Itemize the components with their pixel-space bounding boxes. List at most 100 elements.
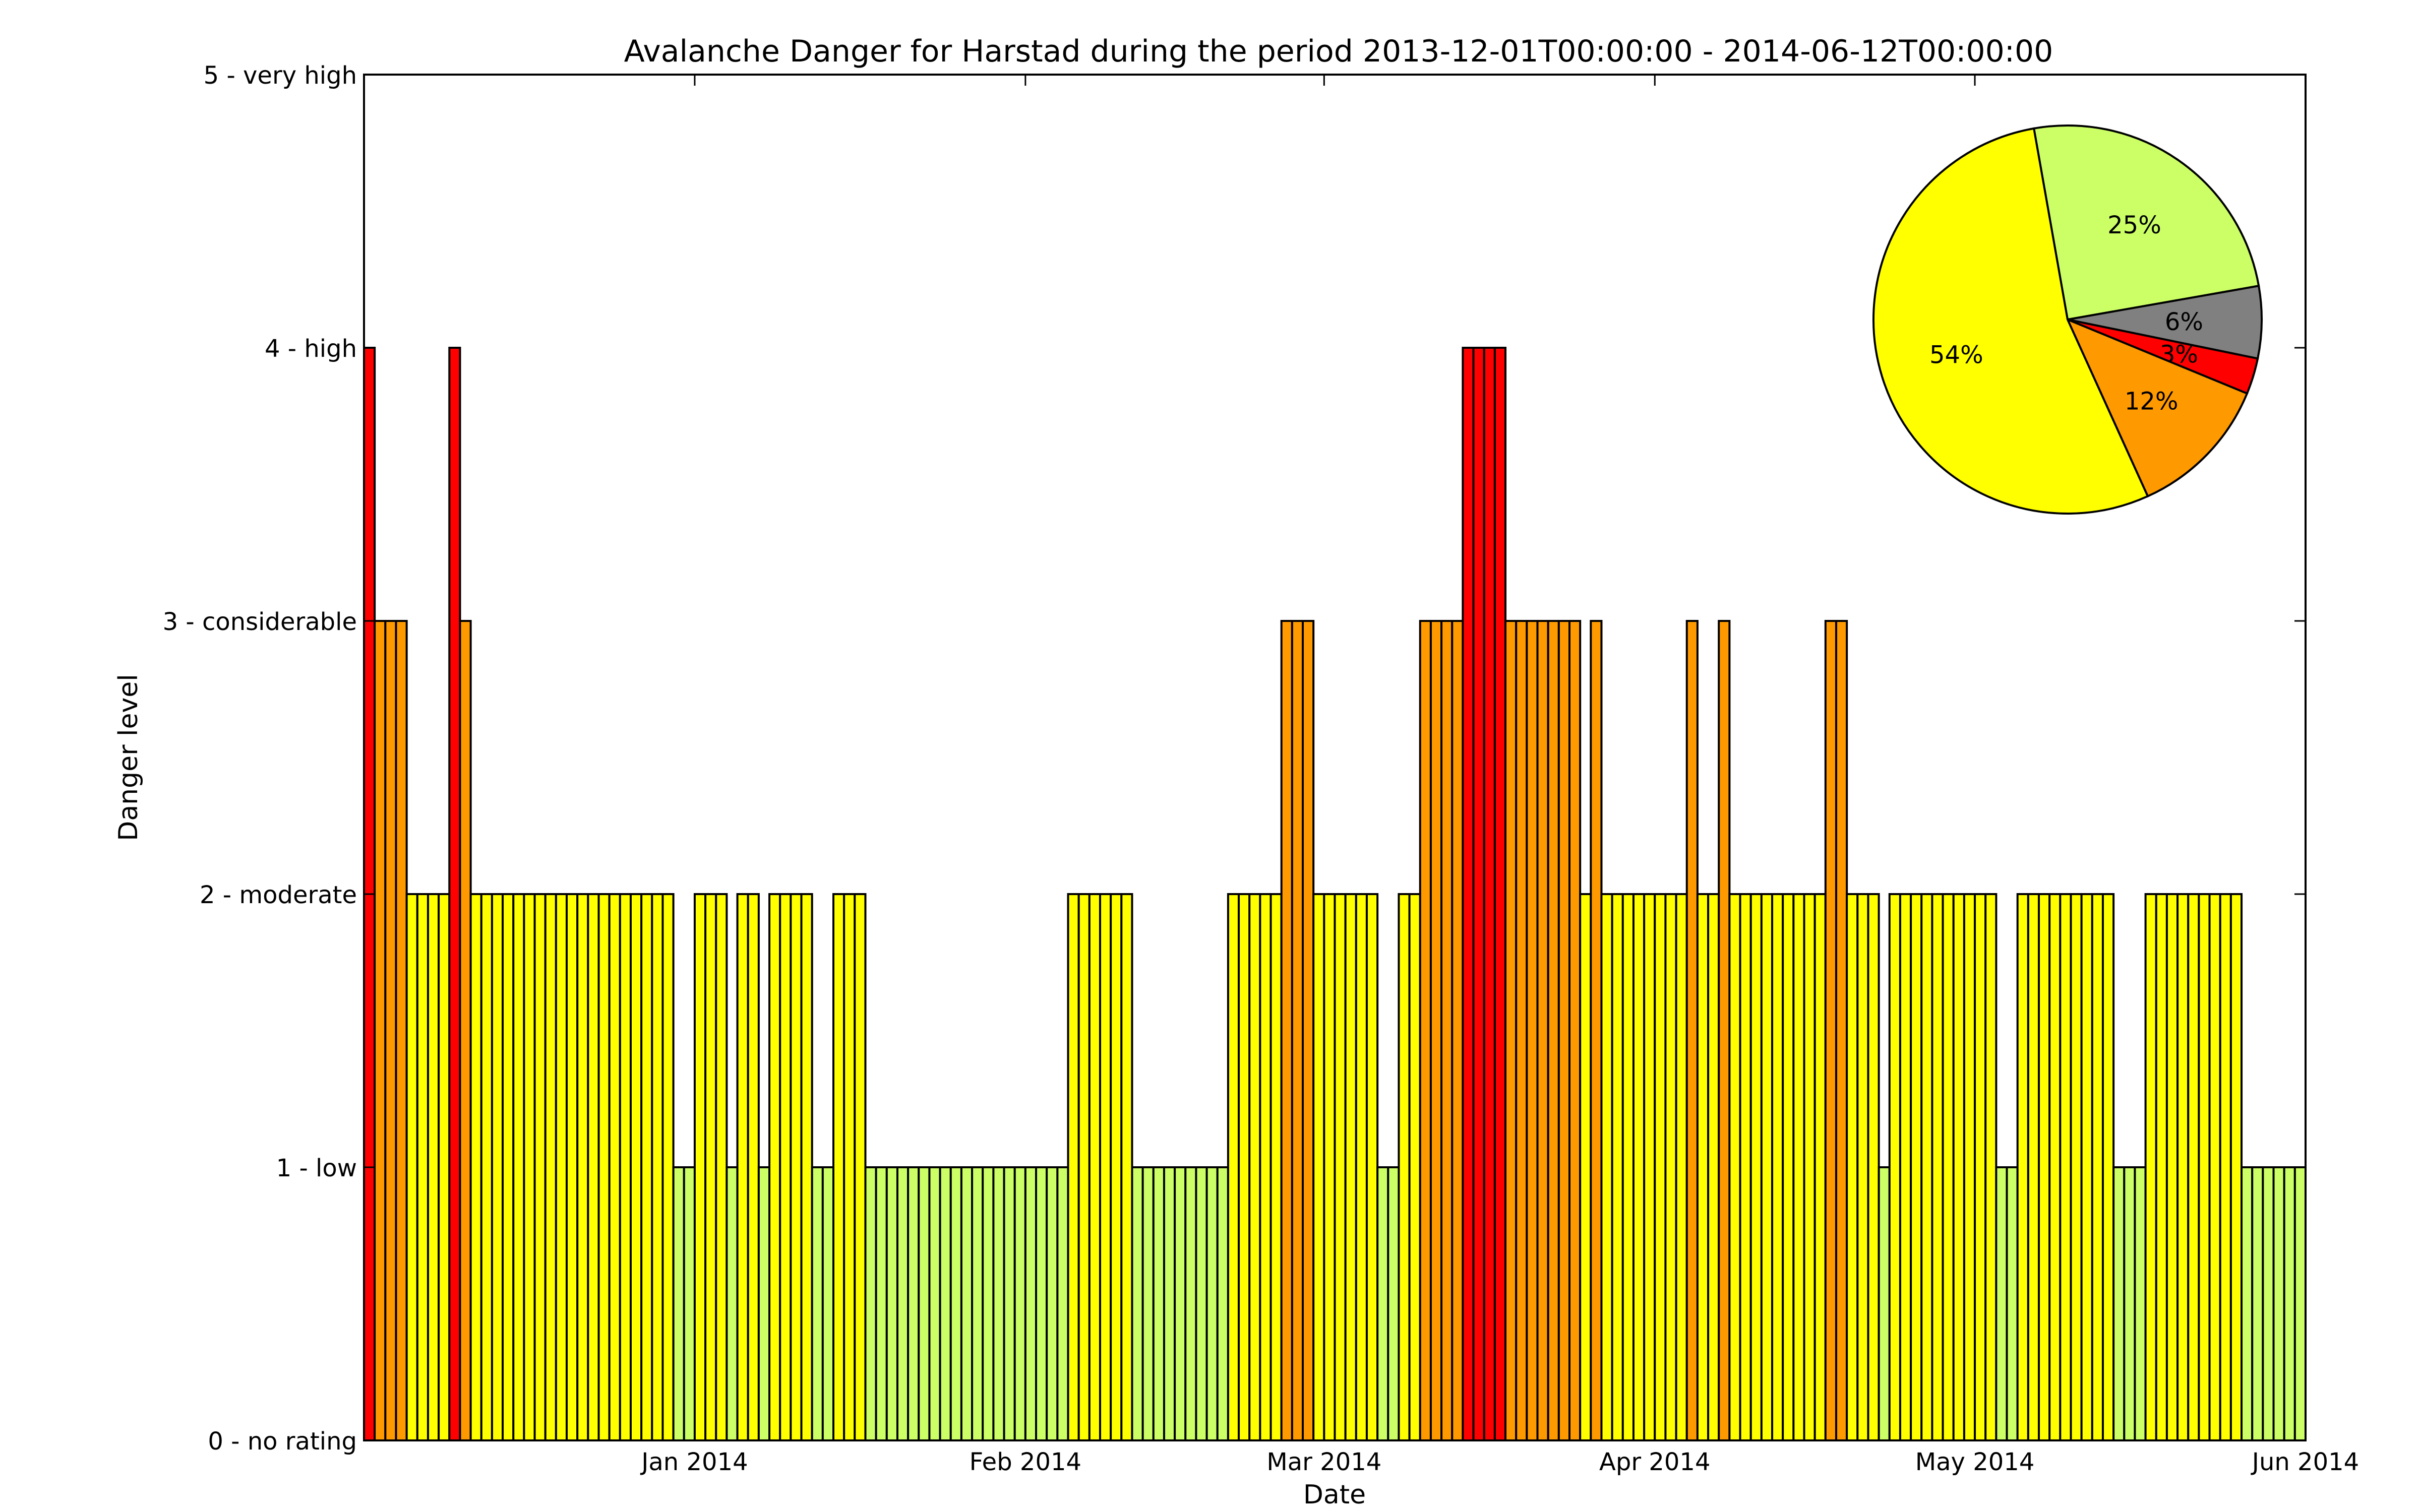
- bar: [1590, 620, 1603, 1441]
- x-tick-label: Mar 2014: [1266, 1448, 1381, 1476]
- bar: [1910, 893, 1923, 1441]
- bar: [736, 893, 749, 1441]
- bar: [1664, 893, 1677, 1441]
- bar: [1195, 1166, 1208, 1441]
- bar: [1312, 893, 1325, 1441]
- bar: [715, 893, 728, 1441]
- pie-slice-label: 12%: [2125, 387, 2179, 415]
- y-axis-label: Danger level: [113, 674, 144, 841]
- bar: [1046, 1166, 1059, 1441]
- bar: [1344, 893, 1357, 1441]
- bar: [725, 1166, 739, 1441]
- bar: [1995, 1166, 2008, 1441]
- bar: [597, 893, 611, 1441]
- bar: [427, 893, 440, 1441]
- bar: [523, 893, 536, 1441]
- bar: [405, 893, 418, 1441]
- bar: [1749, 893, 1763, 1441]
- bar: [640, 893, 653, 1441]
- bar: [491, 893, 504, 1441]
- bar: [1557, 620, 1571, 1441]
- bar: [1526, 620, 1539, 1441]
- bar: [2123, 1166, 2136, 1441]
- bar: [555, 893, 568, 1441]
- bar: [1493, 347, 1507, 1441]
- bar: [395, 620, 408, 1441]
- bar: [939, 1166, 952, 1441]
- bar: [2144, 893, 2157, 1441]
- bar: [1984, 893, 1998, 1441]
- bar: [1536, 620, 1549, 1441]
- bar: [704, 893, 717, 1441]
- x-axis-label: Date: [1303, 1480, 1366, 1510]
- bar: [1024, 1166, 1038, 1441]
- bar: [1813, 893, 1827, 1441]
- bar: [1365, 893, 1379, 1441]
- bar: [651, 893, 664, 1441]
- bar: [629, 893, 643, 1441]
- bar: [1728, 893, 1741, 1441]
- y-tick-label: 0 - no rating: [208, 1427, 357, 1456]
- bar: [1760, 893, 1774, 1441]
- bar: [1942, 893, 1955, 1441]
- bar: [1888, 893, 1901, 1441]
- bar: [2070, 893, 2083, 1441]
- bar: [2208, 893, 2221, 1441]
- bar: [1398, 893, 1411, 1441]
- bar: [683, 1166, 696, 1441]
- bar: [2219, 893, 2232, 1441]
- pie-slice: [2067, 284, 2263, 360]
- bar: [587, 893, 600, 1441]
- bar: [2241, 1166, 2254, 1441]
- bar: [1504, 620, 1518, 1441]
- bar: [1483, 347, 1496, 1441]
- bar: [1963, 893, 1976, 1441]
- bar: [1451, 620, 1464, 1441]
- bar: [672, 1166, 685, 1441]
- bar: [1067, 893, 1080, 1441]
- bar: [1387, 1166, 1400, 1441]
- bar: [918, 1166, 931, 1441]
- bar: [1013, 1166, 1026, 1441]
- bar: [1600, 893, 1613, 1441]
- y-tick-label: 1 - low: [276, 1154, 357, 1182]
- bar: [1621, 893, 1635, 1441]
- bar: [2272, 1166, 2285, 1441]
- bar: [768, 893, 781, 1441]
- x-tick-label: Feb 2014: [970, 1448, 1081, 1476]
- bar: [374, 620, 387, 1441]
- bar: [1376, 1166, 1389, 1441]
- bar: [448, 347, 461, 1441]
- bar: [459, 620, 472, 1441]
- bar: [2229, 893, 2243, 1441]
- bar: [1408, 893, 1421, 1441]
- bar: [2187, 893, 2200, 1441]
- bar: [2080, 893, 2093, 1441]
- bar: [2059, 893, 2072, 1441]
- bar: [1696, 893, 1710, 1441]
- x-tick-label: May 2014: [1915, 1448, 2035, 1476]
- bar: [1174, 1166, 1187, 1441]
- pie-slice-label: 6%: [2165, 308, 2203, 336]
- bar: [1280, 620, 1293, 1441]
- bar: [854, 893, 867, 1441]
- bar: [1302, 620, 1315, 1441]
- bar: [1440, 620, 1454, 1441]
- bar: [1429, 620, 1443, 1441]
- bar: [1248, 893, 1261, 1441]
- bar: [1878, 1166, 1891, 1441]
- pie-slice: [1872, 127, 2149, 515]
- bar: [928, 1166, 941, 1441]
- bar: [896, 1166, 910, 1441]
- bar: [992, 1166, 1005, 1441]
- bar: [1952, 893, 1965, 1441]
- bar: [971, 1166, 984, 1441]
- bar: [512, 893, 525, 1441]
- bar: [1472, 347, 1485, 1441]
- bar: [661, 893, 675, 1441]
- bar: [1579, 893, 1592, 1441]
- bar: [1120, 893, 1133, 1441]
- bar: [757, 1166, 771, 1441]
- ticks-layer: 0 - no rating 1 - low 2 - moderate 3 - cons…: [163, 61, 2360, 1476]
